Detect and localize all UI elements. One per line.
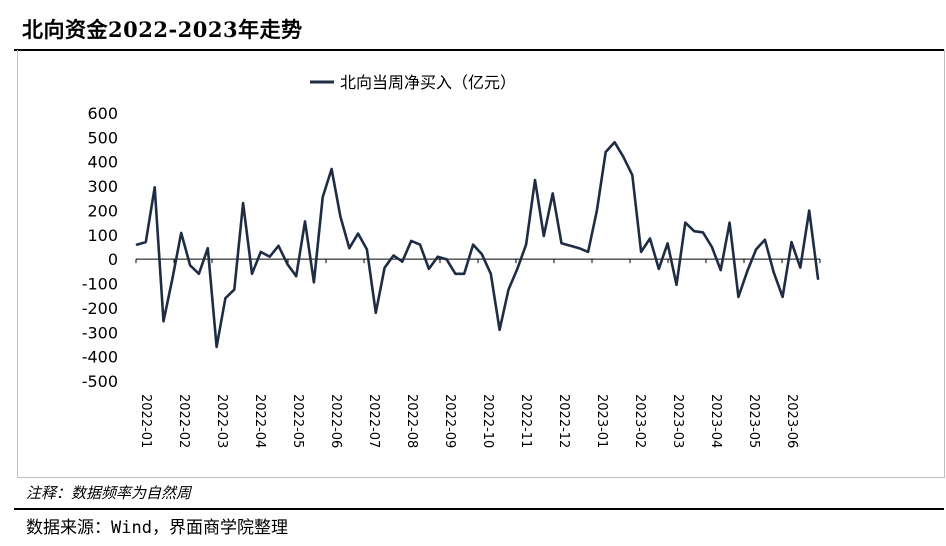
bottom-rule: [14, 508, 944, 510]
x-tick-label: 2023-02: [632, 394, 647, 448]
y-tick-label: 0: [108, 250, 118, 269]
x-tick-label: 2022-03: [214, 394, 229, 448]
y-tick-label: -500: [82, 372, 118, 391]
y-tick-label: -400: [82, 348, 118, 367]
legend-label: 北向当周净买入（亿元）: [340, 73, 516, 92]
x-tick-label: 2022-10: [480, 394, 495, 448]
y-tick-label: 600: [87, 104, 118, 123]
data-source: 数据来源：Wind，界面商学院整理: [26, 518, 288, 538]
x-tick-label: 2022-02: [176, 394, 191, 448]
x-tick-label: 2023-06: [784, 394, 799, 448]
x-tick-label: 2022-01: [138, 394, 153, 448]
top-rule: [14, 49, 944, 51]
y-tick-label: -300: [82, 323, 118, 342]
chart-title: 北向资金2022-2023年走势: [22, 17, 303, 42]
series-line: [135, 140, 820, 349]
frequency-note: 注释：数据频率为自然周: [26, 484, 192, 502]
x-tick-label: 2022-04: [252, 394, 267, 448]
x-tick-label: 2023-05: [746, 394, 761, 448]
x-tick-label: 2022-09: [442, 394, 457, 448]
x-tick-label: 2022-05: [290, 394, 305, 448]
x-tick-label: 2022-07: [366, 394, 381, 448]
y-tick-label: -100: [82, 275, 118, 294]
y-tick-label: -200: [82, 299, 118, 318]
x-tick-label: 2022-06: [328, 394, 343, 448]
y-tick-label: 300: [87, 177, 118, 196]
chart-frame: [17, 50, 945, 478]
x-tick-label: 2023-01: [594, 394, 609, 448]
x-tick-label: 2022-11: [518, 394, 533, 448]
y-tick-label: 100: [87, 226, 118, 245]
y-tick-label: 400: [87, 153, 118, 172]
x-tick-label: 2023-04: [708, 394, 723, 448]
y-tick-label: 500: [87, 128, 118, 147]
x-tick-label: 2022-12: [556, 394, 571, 448]
y-tick-label: 200: [87, 201, 118, 220]
x-tick-label: 2023-03: [670, 394, 685, 448]
x-tick-label: 2022-08: [404, 394, 419, 448]
